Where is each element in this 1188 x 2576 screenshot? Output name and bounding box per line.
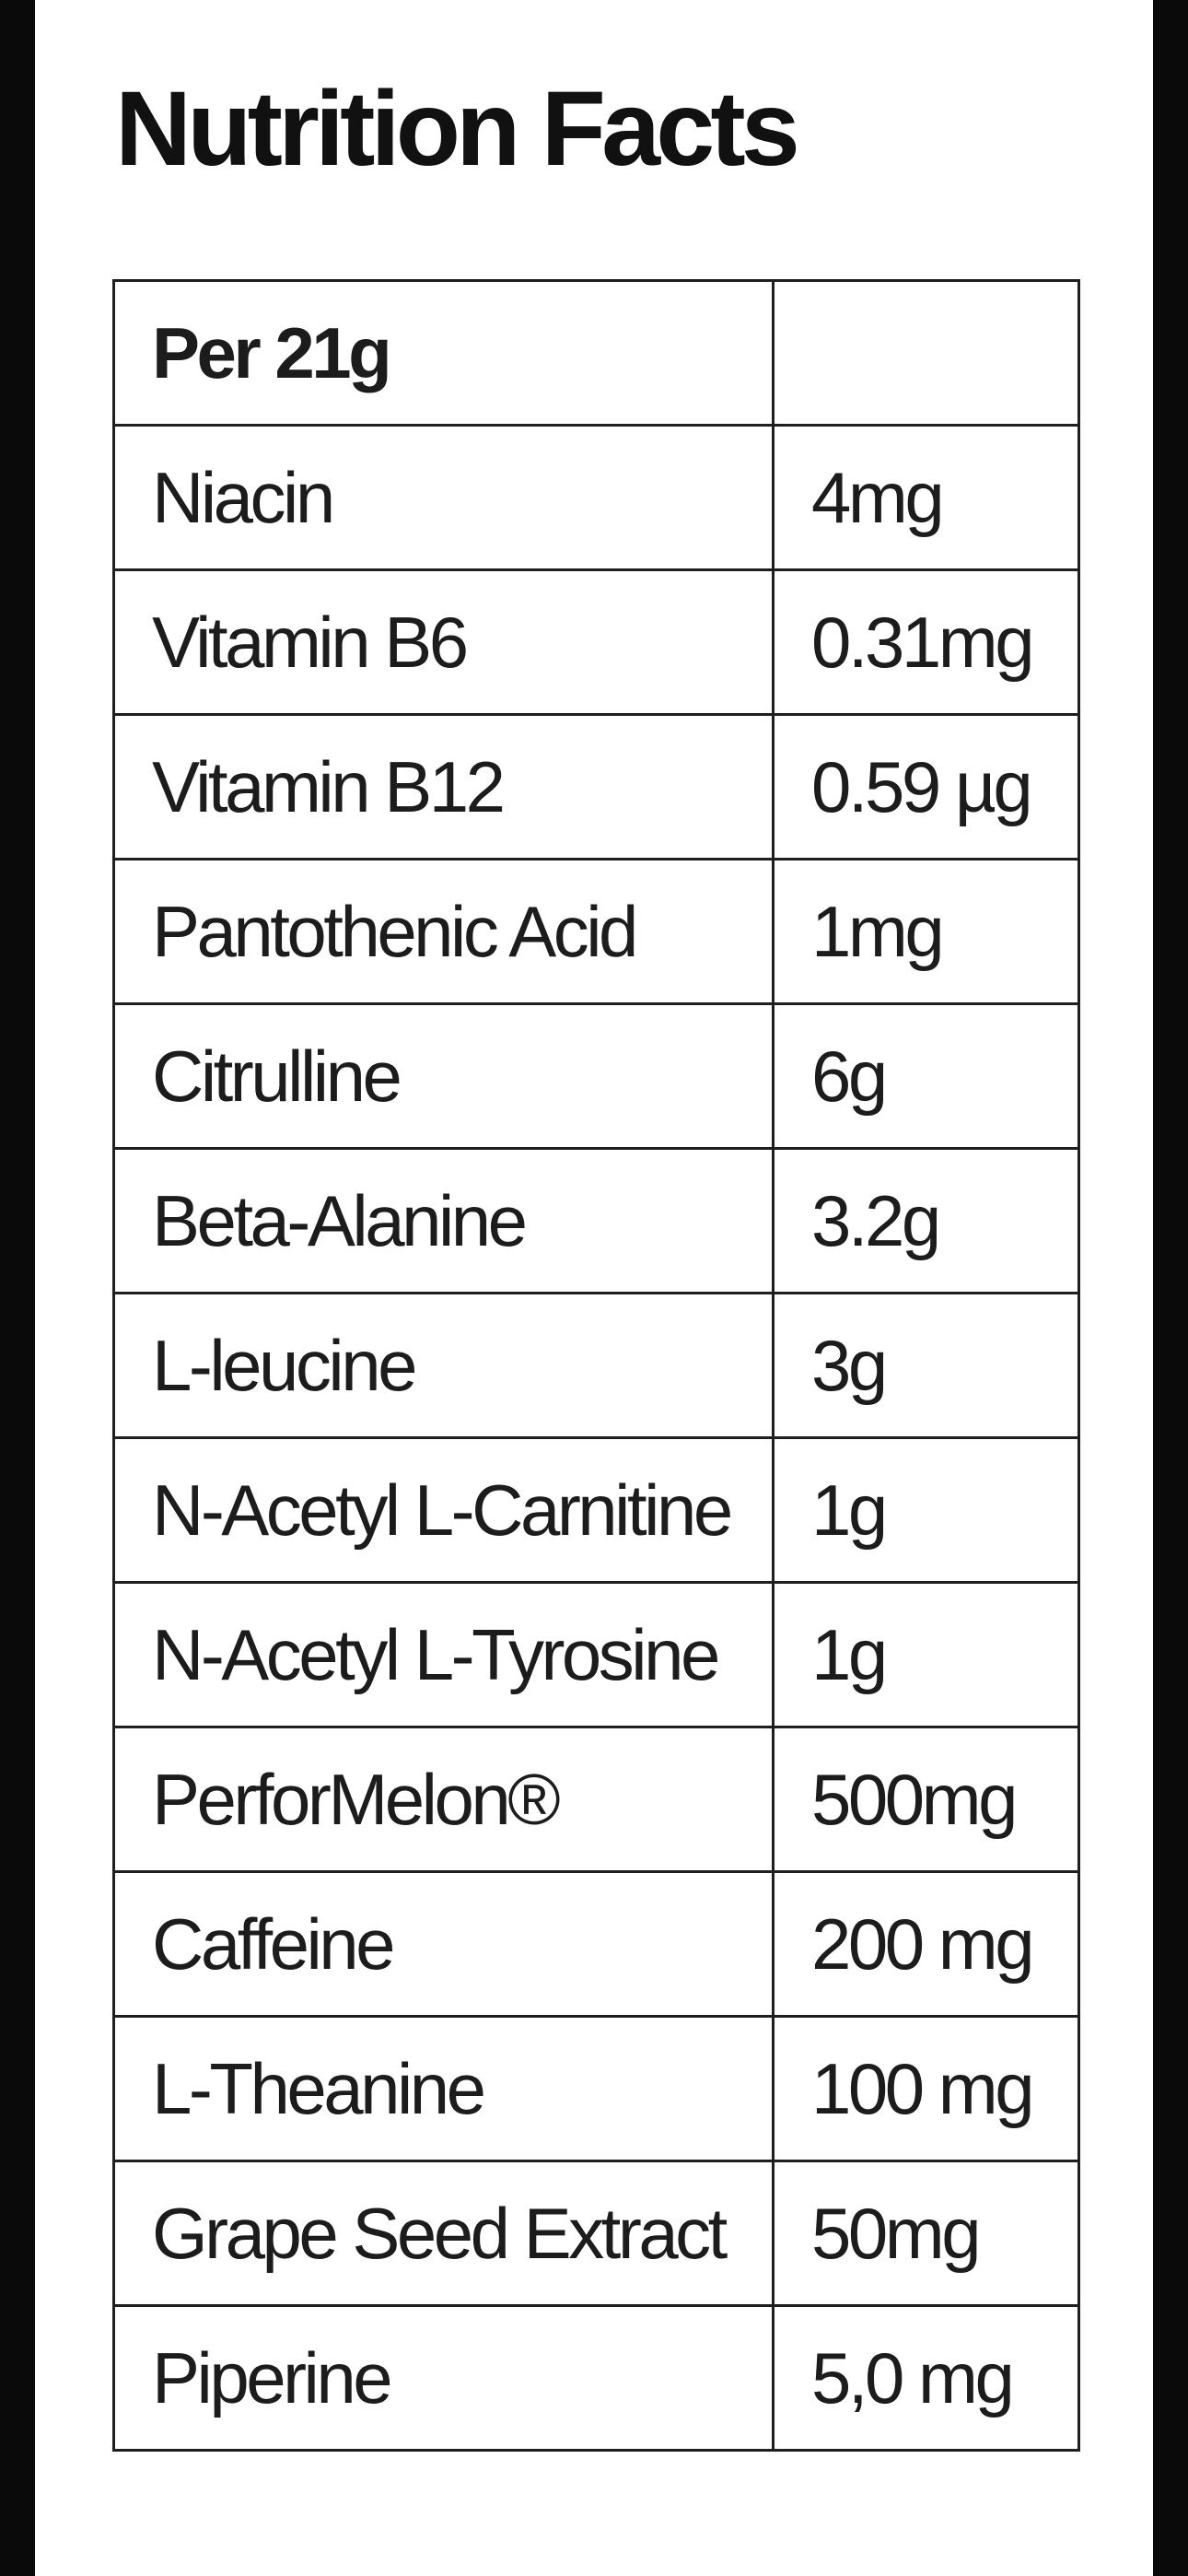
nutrition-facts-table: Per 21g Niacin 4mg Vitamin B6 0.31mg Vitamin… (112, 279, 1080, 2452)
ingredient-amount-cell: 50mg (772, 2160, 1080, 2307)
table-row: Piperine 5,0 mg (112, 2304, 1080, 2452)
ingredient-label-cell: Vitamin B6 (112, 568, 775, 716)
ingredient-label-cell: N-Acetyl L-Tyrosine (112, 1581, 775, 1728)
serving-size-cell: Per 21g (112, 279, 775, 427)
ingredient-label-cell: Pantothenic Acid (112, 858, 775, 1005)
table-row: Vitamin B6 0.31mg (112, 568, 1080, 716)
ingredient-amount-cell: 6g (772, 1002, 1080, 1150)
table-row: Pantothenic Acid 1mg (112, 858, 1080, 1005)
ingredient-label-cell: Citrulline (112, 1002, 775, 1150)
content-area: Nutrition Facts Per 21g Niacin 4mg Vitamin… (35, 0, 1153, 2576)
page-title: Nutrition Facts (115, 70, 800, 188)
table-row: Vitamin B12 0.59 µg (112, 713, 1080, 861)
ingredient-label-cell: PerforMelon® (112, 1726, 775, 1873)
table-row: Beta-Alanine 3.2g (112, 1147, 1080, 1294)
table-row: L-leucine 3g (112, 1292, 1080, 1439)
ingredient-amount-cell: 0.59 µg (772, 713, 1080, 861)
ingredient-amount-cell: 3.2g (772, 1147, 1080, 1294)
table-row: N-Acetyl L-Tyrosine 1g (112, 1581, 1080, 1728)
letterbox-right (1153, 0, 1188, 2576)
table-row: PerforMelon® 500mg (112, 1726, 1080, 1873)
ingredient-amount-cell: 0.31mg (772, 568, 1080, 716)
ingredient-amount-cell: 3g (772, 1292, 1080, 1439)
ingredient-amount-cell: 200 mg (772, 1870, 1080, 2018)
letterbox-left (0, 0, 35, 2576)
table-row: Grape Seed Extract 50mg (112, 2160, 1080, 2307)
ingredient-label-cell: Beta-Alanine (112, 1147, 775, 1294)
table-header-row: Per 21g (112, 279, 1080, 427)
header-value-cell-empty (772, 279, 1080, 427)
ingredient-label-cell: Niacin (112, 424, 775, 571)
ingredient-amount-cell: 500mg (772, 1726, 1080, 1873)
ingredient-label-cell: N-Acetyl L-Carnitine (112, 1436, 775, 1584)
table-row: L-Theanine 100 mg (112, 2015, 1080, 2162)
nutrition-table-body: Per 21g Niacin 4mg Vitamin B6 0.31mg Vitamin… (112, 279, 1080, 2452)
ingredient-amount-cell: 1g (772, 1436, 1080, 1584)
table-row: Niacin 4mg (112, 424, 1080, 571)
ingredient-label-cell: Piperine (112, 2304, 775, 2452)
ingredient-amount-cell: 5,0 mg (772, 2304, 1080, 2452)
ingredient-label-cell: Caffeine (112, 1870, 775, 2018)
ingredient-label-cell: L-leucine (112, 1292, 775, 1439)
ingredient-amount-cell: 1g (772, 1581, 1080, 1728)
ingredient-label-cell: Vitamin B12 (112, 713, 775, 861)
ingredient-amount-cell: 100 mg (772, 2015, 1080, 2162)
table-row: Citrulline 6g (112, 1002, 1080, 1150)
ingredient-amount-cell: 1mg (772, 858, 1080, 1005)
table-row: N-Acetyl L-Carnitine 1g (112, 1436, 1080, 1584)
table-row: Caffeine 200 mg (112, 1870, 1080, 2018)
ingredient-label-cell: L-Theanine (112, 2015, 775, 2162)
ingredient-amount-cell: 4mg (772, 424, 1080, 571)
ingredient-label-cell: Grape Seed Extract (112, 2160, 775, 2307)
